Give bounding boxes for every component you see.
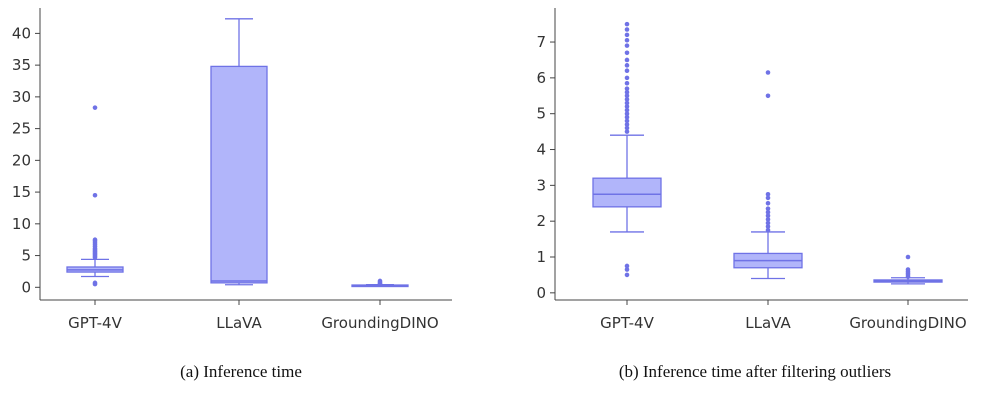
outlier-point [765,209,771,215]
y-tick-label: 5 [536,105,546,123]
outlier-point [624,263,630,269]
outlier-point [624,32,630,38]
box [210,65,268,284]
outlier-point [905,267,911,272]
y-tick-label: 15 [12,183,31,201]
outlier-point [765,195,771,201]
outlier-point [765,192,771,197]
outlier-point [624,89,630,95]
chart-panel-a: 0 5 10 15 20 25 30 35 40 GPT-4V LLaVA GroundingDINO [12,8,452,332]
y-tick-label: 35 [12,56,31,74]
outlier-point [377,278,383,284]
outlier-point [765,227,771,233]
outlier-point [624,50,630,56]
outlier-point [624,107,630,113]
outlier-point [765,93,771,99]
outlier-point [765,217,771,222]
outlier-point [624,86,630,91]
outlier-point [624,21,630,27]
outlier-point [624,125,630,131]
outlier-point [92,237,98,242]
outlier-point [624,63,630,68]
outlier-point [92,192,98,198]
y-tick-label: 0 [536,284,546,302]
y-tick-label: 20 [12,151,31,169]
outlier-point [624,75,630,81]
x-tick-label: GPT-4V [600,314,654,332]
caption-b: (b) Inference time after filtering outli… [618,362,892,381]
outlier-point [765,200,771,206]
y-tick-label: 5 [21,247,31,265]
box [592,177,662,208]
outlier-point [92,105,98,110]
caption-a: (a) Inference time [180,362,302,381]
outlier-point [624,267,630,272]
x-tick-label: GPT-4V [68,314,122,332]
x-tick-label: GroundingDINO [321,314,438,332]
outlier-point [624,68,630,73]
y-tick-label: 25 [12,120,31,138]
chart-panel-b: 0 1 2 3 4 5 6 7 GPT-4V LLaVA GroundingDINO [536,8,968,332]
outlier-point [624,104,630,109]
outlier-point [624,272,630,278]
y-tick-label: 7 [536,33,546,51]
outlier-point [765,206,771,211]
outlier-point [624,111,630,116]
y-tick-label: 2 [536,212,546,230]
x-tick-label: LLaVA [216,314,262,332]
y-tick-label: 1 [536,248,546,266]
outlier-point [624,43,630,48]
y-tick-label: 40 [12,24,31,42]
outlier-point [905,254,911,260]
outlier-point [765,70,771,75]
x-tick-label: LLaVA [745,314,791,332]
y-tick-label: 4 [536,141,546,159]
outlier-point [624,122,630,127]
y-tick-label: 0 [21,278,31,296]
outlier-point [624,37,630,43]
y-tick-label: 10 [12,215,31,233]
x-tick-label: GroundingDINO [849,314,966,332]
outlier-point [624,118,630,124]
outlier-point [765,224,771,229]
outlier-point [624,97,630,102]
outlier-point [624,27,630,32]
y-tick-label: 6 [536,69,546,87]
outlier-point [624,114,630,120]
outlier-point [765,220,771,226]
outlier-point [92,280,98,286]
outlier-point [624,93,630,99]
outlier-point [624,100,630,106]
outlier-point [624,80,630,86]
y-tick-label: 3 [536,176,546,194]
outlier-point [624,129,630,134]
outlier-point [624,57,630,63]
outlier-point [765,213,771,219]
y-tick-label: 30 [12,88,31,106]
